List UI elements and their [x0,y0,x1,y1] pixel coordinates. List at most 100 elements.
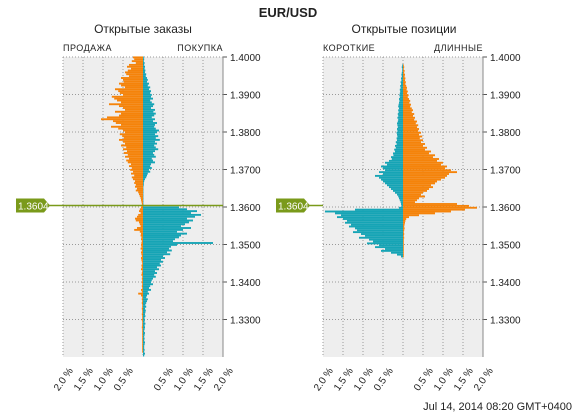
bar-left [142,350,143,353]
bar-left [393,154,403,157]
bar-right [403,214,419,217]
bar-right [403,186,433,189]
bar-right [403,129,419,132]
bar-left [395,146,403,149]
bar-right [143,142,157,145]
bar-right [143,101,152,104]
bar-right [403,180,437,183]
bar-right [403,94,409,97]
bar-left [142,270,143,273]
bar-left [119,133,143,136]
bar-left [391,188,403,190]
y-tick-label: 1.4000 [490,53,521,64]
x-tick-label: 1.0 % [432,366,456,393]
bar-left [353,231,403,234]
bar-left [399,107,403,110]
bar-left [134,228,143,231]
bar-left [140,234,143,237]
bar-left [383,173,403,175]
bar-right [403,133,419,136]
bar-right [143,163,151,166]
bar-right [403,73,405,76]
y-tick-label: 1.3500 [230,241,261,252]
bar-left [401,66,403,69]
bar-left [141,245,143,248]
bar-right [403,234,404,237]
bar-left [131,163,143,166]
bar-left [345,221,403,224]
bar-right [143,322,146,325]
bar-right [143,324,145,327]
bar-right [143,317,145,319]
bar-left [138,292,143,295]
bar-left [133,56,143,59]
bar-right [143,152,153,154]
bar-left [111,125,143,128]
x-tick-label: 1.0 % [92,366,116,393]
bar-left [397,135,403,138]
bar-right [143,277,153,280]
bar-left [123,80,143,83]
bar-left [123,148,143,151]
bar-left [142,317,143,319]
bar-right [403,248,404,250]
bar-right [143,341,145,344]
bar-left [141,258,143,261]
bar-right [403,111,412,114]
bar-left [395,150,403,153]
bar-left [393,152,403,155]
bar-left [140,247,143,250]
bar-left [141,236,143,239]
bar-left [381,178,403,181]
bar-left [135,217,143,220]
bar-right [403,146,427,149]
bar-right [403,122,416,125]
y-tick-label: 1.3800 [490,128,521,139]
bar-right [403,163,441,166]
y-tick-label: 1.3400 [230,278,261,289]
bar-right [403,182,435,185]
bar-left [381,249,403,252]
bar-left [121,144,143,147]
bar-right [143,307,145,310]
x-tick-label: 1.5 % [452,366,476,393]
bar-left [140,225,143,228]
bar-right [143,350,145,353]
bar-right [403,227,405,230]
y-tick-label: 1.3900 [490,91,521,102]
bar-right [403,114,413,117]
bar-left [101,118,143,121]
bar-left [111,95,143,98]
bar-right [143,110,154,113]
bar-right [143,275,156,278]
bar-left [131,167,143,169]
bar-left [142,303,143,306]
bar-right [143,58,145,61]
bar-left [139,210,143,213]
bar-right [403,143,425,145]
bar-left [125,142,143,145]
bar-left [142,311,143,314]
bar-right [403,203,457,205]
bar-right [143,88,149,91]
bar-right [143,303,146,306]
bar-right [403,249,404,252]
bar-right [143,144,155,147]
bar-left [140,212,143,214]
bar-left [142,345,143,348]
bar-right [143,135,159,138]
bar-left [125,86,143,89]
bar-left [142,296,143,299]
bar-right [143,247,169,250]
bar-left [141,249,143,252]
bar-left [141,307,143,310]
bar-left [141,285,143,288]
bar-left [141,302,143,304]
bar-left [127,65,143,68]
bar-left [137,227,143,229]
bar-right [143,123,155,126]
x-tick-label: 2.0 % [312,366,336,393]
bar-left [141,257,143,259]
bar-right [143,347,145,349]
bar-left [343,218,403,220]
